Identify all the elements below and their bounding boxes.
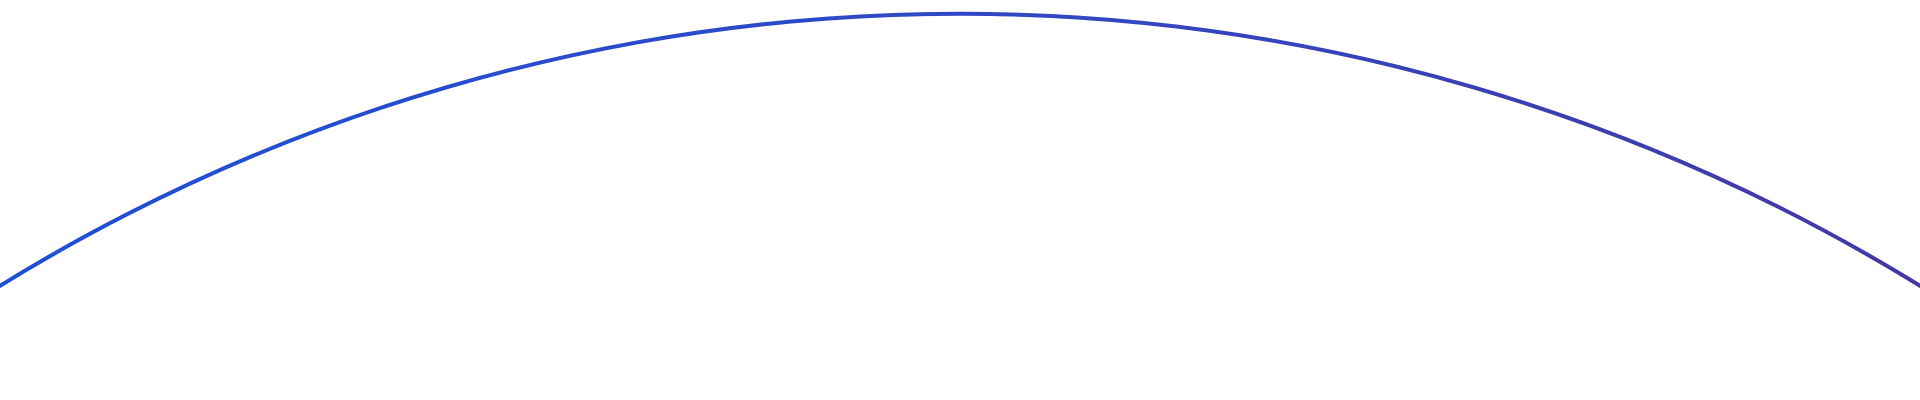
decorative-arc bbox=[0, 11, 1920, 289]
